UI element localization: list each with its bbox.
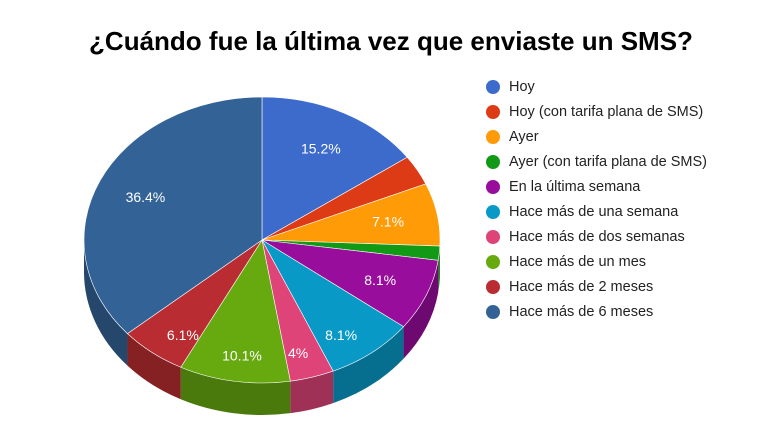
legend-swatch [486, 305, 500, 319]
slice-label: 4% [288, 345, 308, 361]
pie-slice [180, 239, 291, 384]
slice-label: 15.2% [301, 141, 341, 157]
slice-label: 36.4% [126, 189, 166, 205]
pie-side [438, 246, 440, 293]
legend-label: Hace más de 6 meses [509, 304, 654, 320]
legend: Hoy Hoy (con tarifa plana de SMS) Ayer A… [486, 78, 776, 328]
slice-label: 10.1% [222, 348, 262, 364]
legend-swatch [486, 105, 500, 119]
legend-item: En la última semana [486, 178, 776, 196]
pie-slice [83, 96, 263, 335]
legend-item: Ayer [486, 128, 776, 146]
pie-top [83, 96, 441, 384]
legend-item: Hoy (con tarifa plana de SMS) [486, 103, 776, 121]
pie-side [84, 240, 128, 366]
legend-swatch [486, 180, 500, 194]
legend-label: Hace más de 2 meses [509, 279, 654, 295]
legend-swatch [486, 80, 500, 94]
legend-swatch [486, 155, 500, 169]
legend-swatch [486, 255, 500, 269]
pie-slice [261, 239, 405, 372]
chart-title: ¿Cuándo fue la última vez que enviaste u… [89, 26, 693, 56]
slice-label: 8.1% [364, 272, 396, 288]
legend-label: Hace más de una semana [509, 204, 679, 220]
legend-swatch [486, 280, 500, 294]
pie-side [290, 371, 334, 414]
legend-label: Hace más de dos semanas [509, 229, 685, 245]
pie-sides [84, 240, 440, 416]
legend-label: En la última semana [509, 179, 641, 195]
pie-side [403, 260, 439, 359]
pie-side [333, 326, 404, 404]
legend-swatch [486, 230, 500, 244]
pie-slice [261, 239, 439, 328]
slice-label: 7.1% [372, 214, 404, 230]
pie-side [180, 367, 291, 416]
legend-swatch [486, 205, 500, 219]
legend-item: Hace más de un mes [486, 253, 776, 271]
legend-item: Hace más de una semana [486, 203, 776, 221]
slice-label: 8.1% [325, 327, 357, 343]
legend-item: Hoy [486, 78, 776, 96]
slice-label: 6.1% [167, 327, 199, 343]
legend-item: Hace más de 2 meses [486, 278, 776, 296]
legend-label: Ayer (con tarifa plana de SMS) [509, 154, 707, 170]
legend-label: Hace más de un mes [509, 254, 647, 270]
pie-side [127, 333, 181, 400]
legend-label: Ayer [509, 129, 539, 145]
legend-item: Hace más de dos semanas [486, 228, 776, 246]
legend-item: Ayer (con tarifa plana de SMS) [486, 153, 709, 171]
legend-label: Hoy (con tarifa plana de SMS) [509, 104, 704, 120]
legend-swatch [486, 130, 500, 144]
pie-slice [261, 96, 408, 241]
legend-item: Hace más de 6 meses [486, 303, 776, 321]
legend-label: Hoy [509, 79, 535, 95]
